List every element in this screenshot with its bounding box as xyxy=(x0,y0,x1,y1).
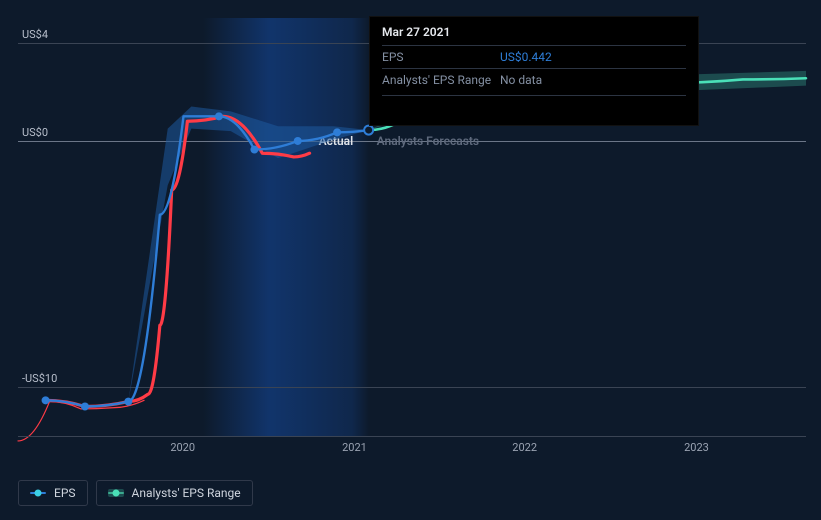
x-axis-tick: 2022 xyxy=(512,441,537,454)
tooltip-key: EPS xyxy=(382,50,500,64)
legend-item-eps[interactable]: EPS xyxy=(18,480,88,506)
x-axis-tick: 2021 xyxy=(342,441,367,454)
tooltip-row: Analysts' EPS Range No data xyxy=(382,68,686,91)
legend-swatch xyxy=(108,489,124,497)
tooltip-key: Analysts' EPS Range xyxy=(382,73,500,87)
tooltip-value: No data xyxy=(500,73,542,87)
tooltip: Mar 27 2021 EPS US$0.442 Analysts' EPS R… xyxy=(369,16,699,126)
legend: EPS Analysts' EPS Range xyxy=(18,480,253,506)
legend-item-range[interactable]: Analysts' EPS Range xyxy=(96,480,253,506)
tooltip-row: EPS US$0.442 xyxy=(382,45,686,68)
x-axis: 2020 2021 2022 2023 xyxy=(18,436,806,458)
x-axis-tick: 2023 xyxy=(684,441,709,454)
legend-label: Analysts' EPS Range xyxy=(132,486,241,500)
tooltip-date: Mar 27 2021 xyxy=(382,25,686,45)
tooltip-value: US$0.442 xyxy=(500,50,552,64)
legend-label: EPS xyxy=(54,486,76,500)
x-axis-tick: 2020 xyxy=(170,441,195,454)
tooltip-separator xyxy=(382,95,686,111)
legend-swatch xyxy=(30,489,46,497)
